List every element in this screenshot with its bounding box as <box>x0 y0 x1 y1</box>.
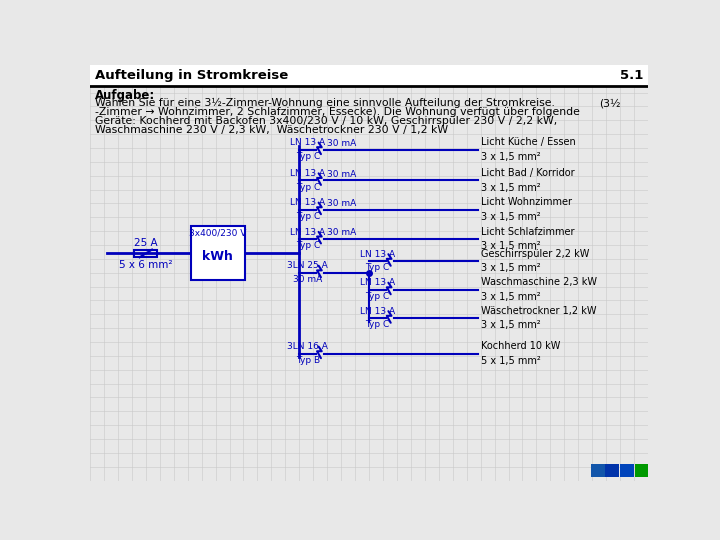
Bar <box>134 249 158 257</box>
Text: Licht Küche / Essen: Licht Küche / Essen <box>482 137 576 147</box>
Text: 30 mA: 30 mA <box>327 228 356 237</box>
Text: kWh: kWh <box>202 250 233 263</box>
Text: 5 x 1,5 mm²: 5 x 1,5 mm² <box>482 356 541 366</box>
Text: 30 mA: 30 mA <box>327 170 356 179</box>
Text: Waschmaschine 2,3 kW: Waschmaschine 2,3 kW <box>482 278 598 287</box>
Text: LN 13 A: LN 13 A <box>290 169 325 178</box>
Text: LN 13 A: LN 13 A <box>290 227 325 237</box>
Text: Typ C: Typ C <box>296 241 320 250</box>
Text: LN 13 A: LN 13 A <box>360 278 395 287</box>
Bar <box>635 464 649 477</box>
Text: Typ C: Typ C <box>296 183 320 192</box>
Bar <box>606 464 619 477</box>
Text: LN 13 A: LN 13 A <box>360 307 395 316</box>
Text: 3LN 16 A: 3LN 16 A <box>287 342 328 351</box>
Text: 3 x 1,5 mm²: 3 x 1,5 mm² <box>482 152 541 162</box>
Text: 3 x 1,5 mm²: 3 x 1,5 mm² <box>482 241 541 251</box>
Text: Typ C: Typ C <box>366 264 390 273</box>
Text: Licht Schlafzimmer: Licht Schlafzimmer <box>482 226 575 237</box>
Text: LN 13 A: LN 13 A <box>290 138 325 147</box>
Bar <box>90 65 648 85</box>
Text: LN 13 A: LN 13 A <box>290 198 325 207</box>
Text: 3x400/230 V: 3x400/230 V <box>189 228 246 237</box>
Text: Kochherd 10 kW: Kochherd 10 kW <box>482 341 561 351</box>
Text: -Zimmer → Wohnzimmer, 2 Schlafzimmer, Essecke). Die Wohnung verfügt über folgend: -Zimmer → Wohnzimmer, 2 Schlafzimmer, Es… <box>94 107 580 117</box>
Text: Typ C: Typ C <box>366 292 390 301</box>
Text: 30 mA: 30 mA <box>327 139 356 148</box>
Text: 3 x 1,5 mm²: 3 x 1,5 mm² <box>482 292 541 302</box>
Text: Geräte: Kochherd mit Backofen 3x400/230 V / 10 kW, Geschirrspüler 230 V / 2,2 kW: Geräte: Kochherd mit Backofen 3x400/230 … <box>94 116 557 126</box>
Text: 3 x 1,5 mm²: 3 x 1,5 mm² <box>482 183 541 193</box>
Text: 5 x 6 mm²: 5 x 6 mm² <box>119 260 173 270</box>
Text: 25 A: 25 A <box>134 238 158 248</box>
Text: 3 x 1,5 mm²: 3 x 1,5 mm² <box>482 264 541 273</box>
Text: Licht Bad / Korridor: Licht Bad / Korridor <box>482 168 575 178</box>
Text: 3 x 1,5 mm²: 3 x 1,5 mm² <box>482 212 541 222</box>
Text: 5.1: 5.1 <box>620 69 644 82</box>
Text: Typ C: Typ C <box>296 212 320 221</box>
Text: Typ B: Typ B <box>296 356 320 365</box>
Text: Wäschetrockner 1,2 kW: Wäschetrockner 1,2 kW <box>482 306 597 316</box>
Text: 3 x 1,5 mm²: 3 x 1,5 mm² <box>482 320 541 330</box>
Text: Aufteilung in Stromkreise: Aufteilung in Stromkreise <box>94 69 288 82</box>
Text: Licht Wohnzimmer: Licht Wohnzimmer <box>482 197 572 207</box>
Text: 3LN 25 A: 3LN 25 A <box>287 261 328 271</box>
Text: LN 13 A: LN 13 A <box>360 250 395 259</box>
Bar <box>620 464 634 477</box>
Text: Aufgabe:: Aufgabe: <box>94 90 155 103</box>
Bar <box>191 226 245 280</box>
Text: Wählen Sie für eine 3½-Zimmer-Wohnung eine sinnvolle Aufteilung der Stromkreise.: Wählen Sie für eine 3½-Zimmer-Wohnung ei… <box>94 98 554 109</box>
Text: Typ C: Typ C <box>296 152 320 161</box>
Text: Waschmaschine 230 V / 2,3 kW,  Wäschetrockner 230 V / 1,2 kW: Waschmaschine 230 V / 2,3 kW, Wäschetroc… <box>94 125 448 135</box>
Text: Typ C: Typ C <box>366 320 390 329</box>
Text: 30 mA: 30 mA <box>327 199 356 208</box>
Bar <box>590 464 605 477</box>
Text: 30 mA: 30 mA <box>293 275 323 284</box>
Text: Geschirrspüler 2,2 kW: Geschirrspüler 2,2 kW <box>482 249 590 259</box>
Text: (3½: (3½ <box>599 98 621 109</box>
